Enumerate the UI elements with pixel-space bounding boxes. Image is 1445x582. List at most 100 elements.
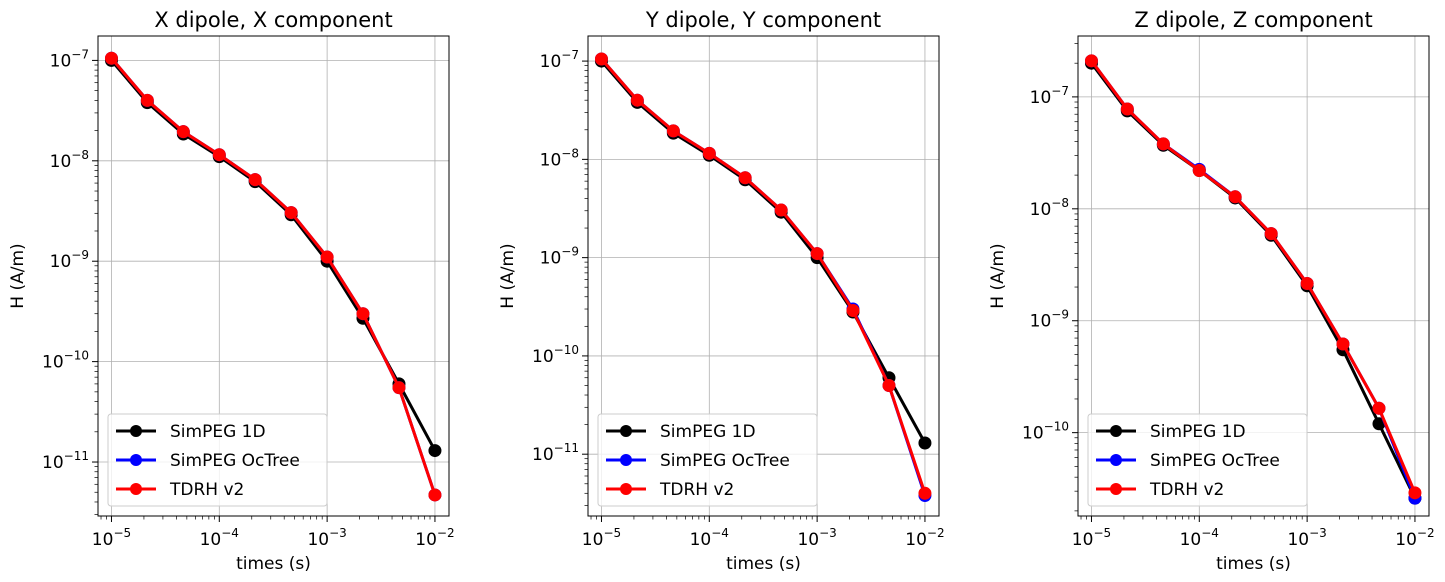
plot-area bbox=[594, 52, 932, 502]
y-axis-label: H (A/m) bbox=[498, 243, 518, 308]
legend: SimPEG 1D SimPEG OcTree TDRH v2 bbox=[1087, 413, 1308, 507]
legend-marker bbox=[620, 454, 632, 466]
x-tick-label: 10−3 bbox=[1287, 526, 1326, 550]
data-point-tdrh-v2 bbox=[1264, 227, 1278, 241]
data-point-tdrh-v2 bbox=[1300, 277, 1314, 291]
y-tick-label: 10−7 bbox=[50, 47, 89, 71]
legend-marker bbox=[130, 454, 142, 466]
data-point-tdrh-v2 bbox=[1336, 337, 1350, 351]
x-axis-label: times (s) bbox=[236, 554, 311, 574]
legend-box bbox=[1087, 413, 1308, 507]
legend: SimPEG 1D SimPEG OcTree TDRH v2 bbox=[107, 413, 328, 507]
data-point-tdrh-v2 bbox=[594, 52, 608, 66]
x-tick-label: 10−3 bbox=[797, 526, 836, 550]
x-tick-label: 10−5 bbox=[582, 526, 621, 550]
y-tick-label: 10−11 bbox=[42, 449, 89, 473]
legend-box bbox=[107, 413, 328, 507]
y-tick-label: 10−10 bbox=[1022, 420, 1069, 444]
y-tick-label: 10−8 bbox=[50, 148, 89, 172]
plot-area bbox=[1084, 54, 1422, 505]
x-tick-label: 10−2 bbox=[1395, 526, 1434, 550]
x-tick-label: 10−3 bbox=[307, 526, 346, 550]
data-point-tdrh-v2 bbox=[320, 250, 334, 264]
data-point-tdrh-v2 bbox=[356, 307, 370, 321]
legend-label: TDRH v2 bbox=[659, 480, 734, 500]
y-tick-label: 10−7 bbox=[1030, 84, 1069, 108]
y-tick-label: 10−9 bbox=[50, 248, 89, 272]
data-point-tdrh-v2 bbox=[882, 378, 896, 392]
data-point-tdrh-v2 bbox=[392, 381, 406, 395]
data-point-tdrh-v2 bbox=[284, 206, 298, 220]
data-point-tdrh-v2 bbox=[1156, 137, 1170, 151]
x-tick-label: 10−5 bbox=[1072, 526, 1111, 550]
legend-marker bbox=[620, 483, 632, 495]
data-point-tdrh-v2 bbox=[248, 173, 262, 187]
legend-marker bbox=[130, 425, 142, 437]
legend: SimPEG 1D SimPEG OcTree TDRH v2 bbox=[597, 413, 818, 507]
legend-label: SimPEG OcTree bbox=[660, 451, 790, 471]
y-tick-label: 10−9 bbox=[540, 245, 579, 269]
y-tick-label: 10−9 bbox=[1030, 308, 1069, 332]
legend-marker bbox=[1110, 454, 1122, 466]
chart-panel-3: 10−5 10−4 10−3 10−2 10−10 10−9 10−8 10−7 Z dipol… bbox=[988, 8, 1435, 574]
series-line-simpeg-1d bbox=[600, 60, 927, 444]
data-point-tdrh-v2 bbox=[1192, 163, 1206, 177]
series-line-tdrh-v2 bbox=[110, 57, 437, 496]
y-tick-label: 10−7 bbox=[540, 48, 579, 72]
chart-title: Y dipole, Y component bbox=[645, 8, 881, 32]
chart-panel-1: 10−5 10−4 10−3 10−2 10−11 10−10 10−9 10−8 10−7 X … bbox=[8, 8, 455, 574]
x-axis-label: times (s) bbox=[1216, 554, 1291, 574]
y-axis-label: H (A/m) bbox=[988, 243, 1008, 308]
x-tick-label: 10−2 bbox=[905, 526, 944, 550]
y-axis-label: H (A/m) bbox=[8, 243, 28, 308]
data-point-tdrh-v2 bbox=[1228, 190, 1242, 204]
chart-panel-2: 10−5 10−4 10−3 10−2 10−11 10−10 10−9 10−8 10−7 Y … bbox=[498, 8, 945, 574]
axes-frame bbox=[97, 35, 450, 517]
series-line-tdrh-v2 bbox=[600, 58, 927, 494]
series-line-simpeg-1d bbox=[110, 59, 437, 452]
series-line-tdrh-v2 bbox=[1090, 59, 1417, 494]
data-point-tdrh-v2 bbox=[630, 93, 644, 107]
legend-label: SimPEG OcTree bbox=[170, 451, 300, 471]
data-point-tdrh-v2 bbox=[918, 486, 932, 500]
data-point-tdrh-v2 bbox=[1372, 401, 1386, 415]
legend-marker bbox=[620, 425, 632, 437]
x-tick-label: 10−5 bbox=[92, 526, 131, 550]
data-point-tdrh-v2 bbox=[140, 93, 154, 107]
axes-frame bbox=[1077, 35, 1430, 517]
chart-title: Z dipole, Z component bbox=[1134, 8, 1372, 32]
legend-label: SimPEG OcTree bbox=[1150, 451, 1280, 471]
y-tick-label: 10−10 bbox=[42, 349, 89, 373]
legend-marker bbox=[1110, 483, 1122, 495]
x-tick-label: 10−2 bbox=[415, 526, 454, 550]
legend-label: TDRH v2 bbox=[169, 480, 244, 500]
legend-label: SimPEG 1D bbox=[660, 422, 756, 442]
data-point-simpeg-1d bbox=[918, 436, 932, 450]
data-point-tdrh-v2 bbox=[176, 125, 190, 139]
data-point-tdrh-v2 bbox=[846, 303, 860, 317]
chart-title: X dipole, X component bbox=[154, 8, 392, 32]
data-point-tdrh-v2 bbox=[702, 146, 716, 160]
data-point-tdrh-v2 bbox=[1084, 54, 1098, 68]
data-point-tdrh-v2 bbox=[104, 51, 118, 65]
y-tick-label: 10−8 bbox=[1030, 196, 1069, 220]
legend-box bbox=[597, 413, 818, 507]
legend-label: TDRH v2 bbox=[1149, 480, 1224, 500]
data-point-simpeg-1d bbox=[428, 444, 442, 458]
data-point-tdrh-v2 bbox=[810, 247, 824, 261]
data-point-tdrh-v2 bbox=[1120, 102, 1134, 116]
legend-label: SimPEG 1D bbox=[1150, 422, 1246, 442]
legend-marker bbox=[130, 483, 142, 495]
y-tick-label: 10−10 bbox=[532, 343, 579, 367]
data-point-tdrh-v2 bbox=[774, 203, 788, 217]
data-point-tdrh-v2 bbox=[666, 124, 680, 138]
x-tick-label: 10−4 bbox=[1180, 526, 1219, 550]
data-point-tdrh-v2 bbox=[212, 148, 226, 162]
axes-frame bbox=[587, 35, 940, 517]
data-point-tdrh-v2 bbox=[738, 171, 752, 185]
y-tick-label: 10−8 bbox=[540, 146, 579, 170]
data-point-tdrh-v2 bbox=[1408, 486, 1422, 500]
y-tick-label: 10−11 bbox=[532, 441, 579, 465]
data-point-tdrh-v2 bbox=[428, 488, 442, 502]
